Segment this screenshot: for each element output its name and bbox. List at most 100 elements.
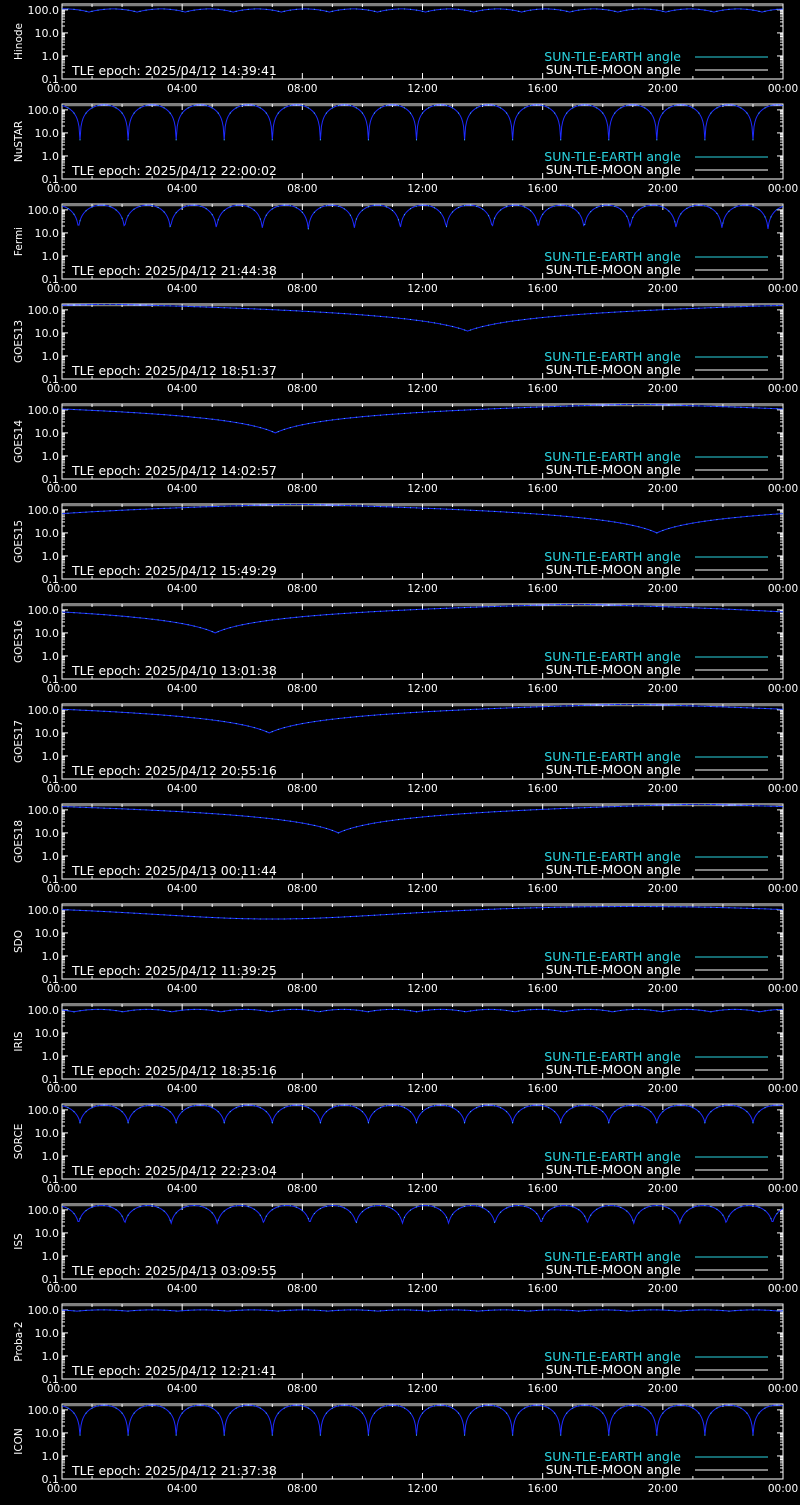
earth-point bbox=[271, 1010, 273, 1012]
x-tick-label: 20:00 bbox=[648, 983, 678, 995]
earth-point bbox=[578, 313, 580, 315]
earth-point bbox=[422, 1111, 423, 1113]
earth-point bbox=[680, 213, 682, 215]
earth-point bbox=[584, 1310, 586, 1312]
earth-point bbox=[151, 713, 153, 715]
earth-point bbox=[151, 618, 153, 620]
earth-point bbox=[746, 305, 748, 307]
earth-point bbox=[385, 316, 387, 318]
earth-point bbox=[758, 209, 760, 211]
earth-point bbox=[632, 310, 634, 312]
earth-point bbox=[139, 1107, 141, 1109]
earth-point bbox=[283, 1107, 285, 1109]
earth-point bbox=[674, 308, 676, 310]
earth-point bbox=[349, 716, 351, 718]
earth-point bbox=[313, 1309, 315, 1311]
earth-point bbox=[295, 724, 297, 726]
earth-point bbox=[415, 319, 417, 321]
earth-point bbox=[494, 1105, 496, 1107]
earth-point bbox=[752, 139, 754, 141]
earth-point bbox=[572, 807, 574, 809]
earth-point bbox=[446, 607, 448, 609]
earth-point bbox=[734, 206, 736, 208]
earth-angle-points bbox=[62, 704, 783, 733]
earth-point bbox=[554, 906, 556, 908]
earth-point bbox=[674, 606, 676, 608]
earth-point bbox=[590, 1309, 592, 1311]
earth-point bbox=[614, 311, 616, 313]
earth-point bbox=[235, 625, 237, 627]
earth-point bbox=[752, 407, 754, 409]
earth-point bbox=[223, 420, 225, 422]
earth-point bbox=[373, 10, 375, 12]
earth-point bbox=[385, 1309, 387, 1311]
earth-point bbox=[211, 719, 213, 721]
earth-point bbox=[133, 208, 135, 210]
earth-point bbox=[133, 1412, 135, 1414]
earth-point bbox=[542, 1105, 544, 1107]
x-tick-label: 20:00 bbox=[648, 383, 678, 395]
earth-point bbox=[79, 511, 81, 513]
earth-point bbox=[301, 310, 303, 312]
earth-point bbox=[632, 8, 634, 10]
legend-earth-label: SUN-TLE-EARTH angle bbox=[544, 849, 681, 864]
earth-point bbox=[590, 1105, 592, 1107]
earth-point bbox=[746, 515, 748, 517]
earth-point bbox=[692, 1309, 694, 1311]
earth-angle-points bbox=[62, 1309, 783, 1312]
earth-point bbox=[283, 107, 285, 109]
earth-point bbox=[121, 615, 123, 617]
earth-point bbox=[283, 204, 285, 206]
x-tick-label: 00:00 bbox=[768, 83, 798, 95]
earth-point bbox=[506, 707, 508, 709]
earth-point bbox=[103, 1104, 105, 1106]
earth-point bbox=[722, 105, 724, 107]
earth-point bbox=[373, 1205, 375, 1207]
earth-point bbox=[181, 1412, 183, 1414]
x-tick-label: 12:00 bbox=[407, 1283, 437, 1295]
earth-point bbox=[145, 508, 147, 510]
earth-point bbox=[163, 8, 165, 10]
earth-point bbox=[596, 312, 598, 314]
earth-point bbox=[409, 318, 411, 320]
earth-point bbox=[325, 827, 327, 829]
earth-point bbox=[560, 1309, 562, 1311]
earth-point bbox=[428, 711, 430, 713]
earth-point bbox=[722, 1310, 724, 1312]
earth-point bbox=[367, 1122, 369, 1124]
y-tick-label: 100.0 bbox=[28, 904, 60, 917]
earth-point bbox=[133, 1009, 135, 1011]
earth-point bbox=[343, 829, 345, 831]
earth-point bbox=[397, 317, 399, 319]
earth-point bbox=[157, 1105, 159, 1107]
earth-point bbox=[506, 206, 508, 208]
earth-point bbox=[632, 605, 634, 607]
earth-point bbox=[97, 807, 99, 809]
earth-point bbox=[361, 1211, 363, 1213]
earth-point bbox=[79, 1218, 81, 1220]
earth-point bbox=[608, 604, 610, 606]
earth-point bbox=[283, 1009, 285, 1011]
x-tick-label: 00:00 bbox=[47, 1183, 77, 1195]
earth-point bbox=[301, 105, 303, 107]
earth-point bbox=[169, 225, 171, 227]
earth-point bbox=[403, 712, 405, 714]
earth-point bbox=[692, 107, 694, 109]
earth-point bbox=[620, 522, 622, 524]
earth-point bbox=[253, 105, 255, 107]
earth-point bbox=[62, 1309, 63, 1311]
earth-point bbox=[379, 315, 381, 317]
earth-point bbox=[716, 1309, 718, 1311]
earth-point bbox=[229, 421, 231, 423]
earth-point bbox=[662, 112, 664, 114]
earth-point bbox=[109, 105, 111, 107]
earth-point bbox=[211, 306, 213, 308]
earth-point bbox=[716, 212, 718, 214]
earth-point bbox=[271, 1434, 273, 1436]
earth-point bbox=[62, 1105, 63, 1107]
earth-point bbox=[271, 504, 273, 506]
satellite-label: ISS bbox=[13, 1233, 25, 1250]
earth-point bbox=[181, 623, 183, 625]
earth-point bbox=[524, 1107, 526, 1109]
